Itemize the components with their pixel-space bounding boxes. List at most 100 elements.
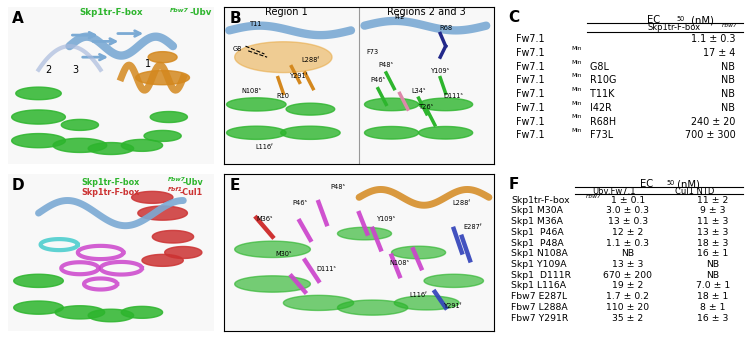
Polygon shape (226, 98, 286, 111)
Text: Fbw7 Y291R: Fbw7 Y291R (511, 314, 568, 322)
Text: M36ˢ: M36ˢ (256, 216, 273, 222)
Text: P46ˢ: P46ˢ (370, 77, 386, 83)
Polygon shape (144, 130, 182, 141)
Text: NB: NB (722, 62, 735, 72)
Text: Skp1  P48A: Skp1 P48A (511, 239, 564, 248)
Text: D: D (12, 178, 24, 193)
Polygon shape (131, 191, 173, 203)
Text: NB: NB (622, 249, 634, 258)
Text: Region 1: Region 1 (265, 7, 308, 17)
Text: P46ˢ: P46ˢ (292, 200, 307, 206)
Text: L288ᶠ: L288ᶠ (302, 57, 320, 63)
Text: Fbw7: Fbw7 (722, 23, 738, 27)
Text: Skp1 M36A: Skp1 M36A (511, 217, 563, 226)
Text: L34ˢ: L34ˢ (411, 89, 426, 94)
Polygon shape (148, 52, 177, 63)
Text: Skp1tr-F-box: Skp1tr-F-box (647, 23, 700, 32)
Text: E: E (230, 178, 240, 193)
Text: 18 ± 1: 18 ± 1 (697, 292, 728, 301)
Text: Y291ᶠ: Y291ᶠ (290, 73, 309, 79)
Text: 1.1 ± 0.3: 1.1 ± 0.3 (691, 34, 735, 44)
Text: Skp1 Y109A: Skp1 Y109A (511, 260, 567, 269)
Polygon shape (419, 98, 472, 111)
Text: R10G: R10G (587, 75, 616, 86)
Text: R10: R10 (277, 93, 290, 99)
Text: G8: G8 (232, 46, 242, 52)
Text: NB: NB (722, 75, 735, 86)
Text: N108ˢ: N108ˢ (241, 89, 261, 94)
Polygon shape (62, 119, 98, 130)
Text: Y291ᶠ: Y291ᶠ (445, 303, 463, 309)
Text: F73L: F73L (587, 130, 613, 140)
Text: 19 ± 2: 19 ± 2 (612, 282, 644, 290)
Polygon shape (16, 87, 62, 100)
Text: Skp1 N108A: Skp1 N108A (511, 249, 568, 258)
Text: Fw7.1: Fw7.1 (516, 48, 544, 58)
Text: 9 ± 3: 9 ± 3 (700, 207, 725, 216)
Polygon shape (364, 126, 419, 139)
Text: NB: NB (722, 89, 735, 99)
Text: Min: Min (572, 128, 582, 133)
Text: 12 ± 2: 12 ± 2 (612, 228, 644, 237)
Text: 1: 1 (145, 58, 152, 69)
Text: 8 ± 1: 8 ± 1 (700, 303, 725, 312)
Text: 35 ± 2: 35 ± 2 (612, 314, 644, 322)
Polygon shape (150, 112, 188, 123)
Text: T11: T11 (251, 21, 262, 27)
Text: -Ubv: -Ubv (182, 178, 203, 187)
Text: EC: EC (647, 16, 660, 25)
Text: 3: 3 (73, 65, 79, 75)
Polygon shape (53, 138, 106, 152)
Text: 1.1 ± 0.3: 1.1 ± 0.3 (607, 239, 650, 248)
Text: 50: 50 (676, 16, 685, 22)
Text: (nM): (nM) (674, 179, 700, 189)
Text: Min: Min (572, 60, 582, 65)
Text: 18 ± 3: 18 ± 3 (697, 239, 728, 248)
Text: 670 ± 200: 670 ± 200 (604, 271, 652, 280)
Text: Fw7.1: Fw7.1 (516, 89, 544, 99)
Text: Min: Min (572, 87, 582, 92)
Polygon shape (419, 126, 472, 139)
Text: Fw7.1: Fw7.1 (516, 103, 544, 113)
Polygon shape (88, 309, 134, 322)
Polygon shape (226, 126, 286, 139)
Polygon shape (136, 71, 190, 85)
Polygon shape (394, 296, 459, 310)
Polygon shape (235, 276, 310, 292)
Polygon shape (12, 110, 65, 124)
Text: Ubv.Fw7.1: Ubv.Fw7.1 (592, 187, 635, 196)
Text: Fbw7: Fbw7 (170, 7, 189, 13)
Polygon shape (284, 295, 354, 310)
Text: 13 ± 3: 13 ± 3 (697, 228, 728, 237)
Text: N108ˢ: N108ˢ (390, 260, 410, 266)
Text: I42: I42 (394, 14, 405, 20)
Text: EC: EC (640, 179, 653, 189)
Text: Fbw7: Fbw7 (586, 194, 602, 199)
Polygon shape (12, 134, 65, 148)
Text: F73: F73 (367, 49, 379, 55)
Polygon shape (55, 306, 105, 319)
Text: -Ubv: -Ubv (190, 8, 211, 17)
Text: Fw7.1: Fw7.1 (516, 34, 544, 44)
Polygon shape (235, 42, 332, 73)
Text: Regions 2 and 3: Regions 2 and 3 (387, 7, 466, 17)
Text: F: F (509, 177, 519, 192)
Text: R68H: R68H (587, 117, 616, 126)
Text: 16 ± 3: 16 ± 3 (697, 314, 728, 322)
Text: 3.0 ± 0.3: 3.0 ± 0.3 (607, 207, 650, 216)
Text: Fw7.1: Fw7.1 (516, 117, 544, 126)
Text: 700 ± 300: 700 ± 300 (685, 130, 735, 140)
Text: NB: NB (722, 103, 735, 113)
Text: T26ˢ: T26ˢ (419, 104, 434, 110)
Text: (nM): (nM) (688, 16, 713, 25)
Text: L288ᶠ: L288ᶠ (453, 200, 471, 206)
Text: Skp1tr-F-box: Skp1tr-F-box (82, 188, 140, 197)
Text: -Cul1: -Cul1 (179, 188, 203, 197)
Polygon shape (286, 103, 334, 115)
Text: NB: NB (706, 260, 719, 269)
Text: 11 ± 2: 11 ± 2 (697, 196, 728, 205)
Text: Y109ˢ: Y109ˢ (430, 68, 450, 74)
Text: Fw7.1: Fw7.1 (516, 62, 544, 72)
Text: L116ᶠ: L116ᶠ (255, 144, 274, 149)
Text: 240 ± 20: 240 ± 20 (691, 117, 735, 126)
